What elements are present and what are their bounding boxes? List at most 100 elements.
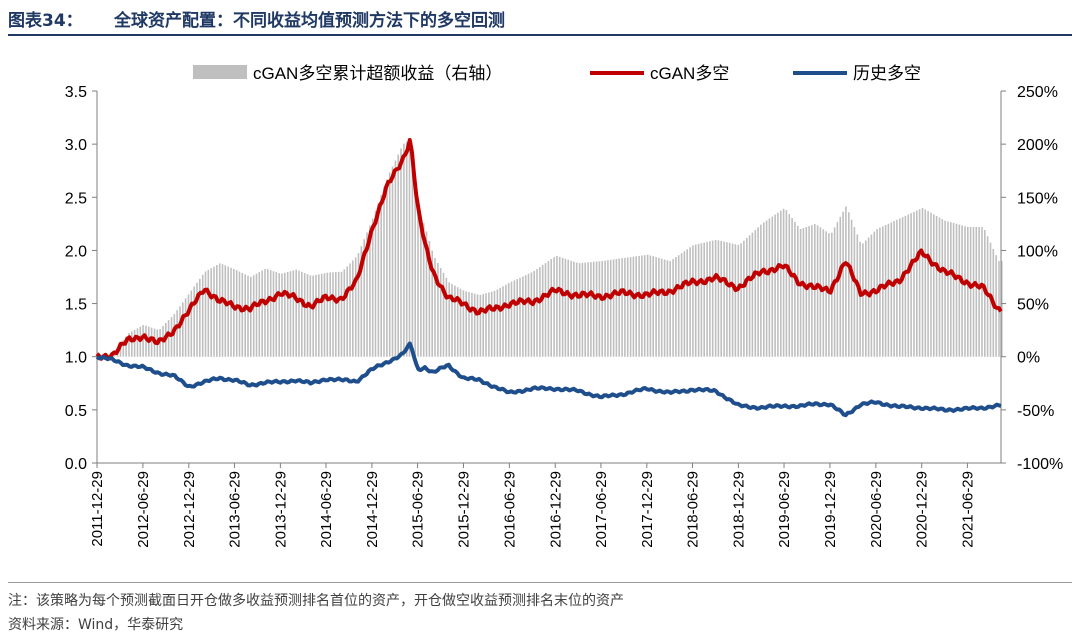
- excess-return-bar: [802, 228, 805, 357]
- excess-return-bar: [550, 259, 552, 357]
- right-y-tick-label: 100%: [1017, 243, 1058, 260]
- excess-return-bar: [643, 255, 646, 357]
- excess-return-bar: [907, 214, 910, 357]
- excess-return-bar: [459, 288, 462, 357]
- excess-return-bar: [230, 267, 232, 357]
- excess-return-bar: [836, 222, 839, 357]
- excess-return-bar: [740, 243, 742, 357]
- excess-return-bar: [414, 176, 416, 357]
- excess-return-bar: [366, 232, 368, 357]
- excess-return-bar: [748, 235, 751, 357]
- excess-return-bar: [233, 269, 235, 357]
- excess-return-bar: [318, 274, 320, 357]
- excess-return-bar: [964, 226, 966, 357]
- excess-return-bar: [411, 148, 414, 357]
- excess-return-bar: [298, 270, 300, 357]
- excess-return-bar: [734, 244, 737, 357]
- excess-return-bar: [624, 257, 626, 357]
- footer-rule: [8, 582, 1072, 583]
- excess-return-bar: [218, 263, 221, 357]
- excess-return-bar: [799, 229, 802, 357]
- x-tick-label: 2012-12-29: [181, 471, 198, 548]
- excess-return-bar: [505, 284, 507, 357]
- excess-return-bar: [782, 208, 785, 357]
- excess-return-bar: [513, 280, 516, 357]
- excess-return-bar: [760, 224, 762, 357]
- excess-return-bar: [167, 320, 170, 357]
- left-y-tick-label: 1.0: [65, 350, 87, 367]
- excess-return-bar: [519, 277, 521, 357]
- excess-return-bar: [301, 271, 303, 357]
- excess-return-bar: [343, 269, 346, 357]
- excess-return-bar: [360, 246, 363, 357]
- left-y-tick-label: 1.5: [65, 297, 87, 314]
- excess-return-bar: [250, 276, 252, 357]
- excess-return-bar: [142, 325, 144, 357]
- excess-return-bar: [845, 206, 847, 357]
- excess-return-bar: [706, 241, 708, 357]
- excess-return-bar: [927, 211, 929, 357]
- excess-return-bar: [332, 272, 334, 357]
- right-y-tick-label: -50%: [1017, 403, 1054, 420]
- excess-return-bar: [947, 221, 949, 357]
- excess-return-bar: [882, 226, 884, 357]
- excess-return-bar: [825, 231, 827, 357]
- excess-return-bar: [221, 264, 224, 357]
- excess-return-bar: [187, 294, 190, 357]
- excess-return-bar: [726, 242, 728, 357]
- x-tick-label: 2016-12-29: [547, 471, 564, 548]
- excess-return-bar: [618, 258, 620, 357]
- left-y-tick-label: 3.5: [65, 84, 87, 101]
- excess-return-bar: [306, 274, 309, 357]
- excess-return-bar: [777, 212, 779, 357]
- excess-return-bar: [918, 209, 921, 357]
- excess-return-bar: [258, 272, 261, 357]
- excess-return-bar: [680, 253, 683, 357]
- excess-return-bar: [510, 281, 513, 357]
- excess-return-bar: [207, 269, 210, 357]
- excess-return-bar: [833, 227, 836, 357]
- excess-return-bar: [312, 275, 314, 357]
- excess-return-bar: [587, 262, 589, 357]
- excess-return-bar: [383, 187, 385, 357]
- figure-label: 图表34：: [8, 11, 83, 31]
- excess-return-bar: [768, 218, 771, 357]
- excess-return-bar: [686, 249, 688, 357]
- excess-return-bar: [746, 238, 748, 357]
- excess-return-bar: [567, 259, 569, 357]
- excess-return-bar: [958, 224, 961, 357]
- excess-return-bar: [675, 257, 677, 357]
- excess-return-bar: [646, 254, 649, 357]
- excess-return-bar: [170, 317, 173, 357]
- excess-return-bar: [561, 257, 564, 357]
- x-tick-label: 2013-06-29: [227, 471, 244, 548]
- excess-return-bar: [394, 160, 397, 357]
- excess-return-bar: [564, 258, 567, 357]
- excess-return-bar: [536, 269, 538, 357]
- excess-return-bar: [471, 292, 473, 357]
- excess-return-bar: [660, 258, 663, 357]
- excess-return-bar: [862, 243, 864, 357]
- excess-return-bar: [941, 219, 944, 357]
- excess-return-bar: [901, 217, 904, 357]
- excess-return-bar: [462, 290, 465, 357]
- excess-return-bar: [386, 179, 388, 357]
- excess-return-bar: [856, 234, 859, 357]
- x-tick-label: 2013-12-29: [272, 471, 289, 548]
- excess-return-bar: [315, 275, 317, 357]
- excess-return-bar: [417, 204, 419, 357]
- excess-return-bar: [584, 262, 586, 357]
- excess-return-bar: [763, 222, 765, 357]
- excess-return-bar: [428, 241, 431, 357]
- left-y-tick-label: 3.0: [65, 137, 87, 154]
- excess-return-bar: [502, 286, 504, 357]
- excess-return-bar: [652, 256, 654, 357]
- excess-return-bar: [442, 272, 445, 357]
- excess-return-bar: [210, 268, 212, 357]
- excess-return-bar: [465, 291, 467, 357]
- excess-return-bar: [439, 268, 442, 357]
- excess-return-bar: [859, 241, 861, 357]
- excess-return-bar: [944, 220, 946, 357]
- excess-return-bar: [578, 263, 581, 357]
- excess-return-bar: [728, 242, 731, 357]
